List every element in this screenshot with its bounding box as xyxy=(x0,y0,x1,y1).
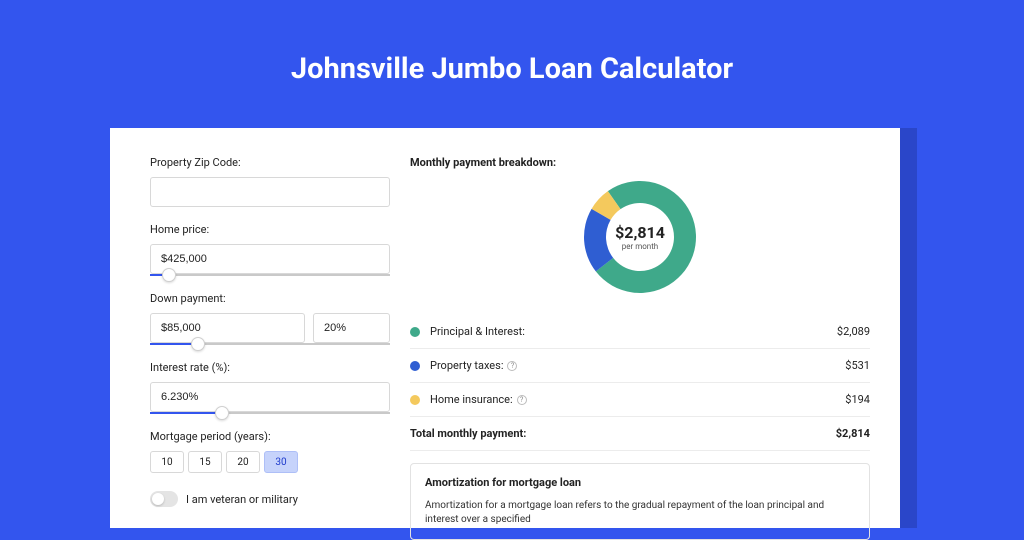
legend-label-0: Principal & Interest: xyxy=(430,325,837,338)
donut-sub: per month xyxy=(615,242,665,251)
legend-row-1: Property taxes:?$531 xyxy=(410,349,870,383)
calculator-card: Property Zip Code: Home price: Down paym… xyxy=(110,128,900,528)
down-payment-amount-input[interactable] xyxy=(150,313,305,343)
results-column: Monthly payment breakdown: $2,814 per mo… xyxy=(410,156,870,528)
total-label: Total monthly payment: xyxy=(410,427,836,440)
period-btn-30[interactable]: 30 xyxy=(264,451,298,473)
donut-amount: $2,814 xyxy=(615,223,665,242)
down-payment-pct-input[interactable] xyxy=(313,313,390,343)
info-icon[interactable]: ? xyxy=(517,395,527,405)
veteran-row: I am veteran or military xyxy=(150,491,390,507)
zip-input[interactable] xyxy=(150,177,390,207)
info-icon[interactable]: ? xyxy=(507,361,517,371)
legend-dot-1 xyxy=(410,361,420,371)
legend-dot-2 xyxy=(410,395,420,405)
zip-field: Property Zip Code: xyxy=(150,156,390,207)
total-row: Total monthly payment: $2,814 xyxy=(410,416,870,451)
period-field: Mortgage period (years): 10152030 xyxy=(150,430,390,473)
down-payment-field: Down payment: xyxy=(150,292,390,345)
home-price-field: Home price: xyxy=(150,223,390,276)
interest-label: Interest rate (%): xyxy=(150,361,390,374)
legend: Principal & Interest:$2,089Property taxe… xyxy=(410,315,870,416)
legend-row-0: Principal & Interest:$2,089 xyxy=(410,315,870,349)
period-btn-15[interactable]: 15 xyxy=(188,451,222,473)
page-title: Johnsville Jumbo Loan Calculator xyxy=(0,0,1024,86)
veteran-toggle[interactable] xyxy=(150,491,178,507)
home-price-slider-thumb[interactable] xyxy=(162,268,176,282)
legend-value-2: $194 xyxy=(845,393,870,406)
legend-row-2: Home insurance:?$194 xyxy=(410,383,870,416)
period-label: Mortgage period (years): xyxy=(150,430,390,443)
period-btn-20[interactable]: 20 xyxy=(226,451,260,473)
form-column: Property Zip Code: Home price: Down paym… xyxy=(150,156,390,528)
amortization-title: Amortization for mortgage loan xyxy=(425,476,855,489)
total-value: $2,814 xyxy=(836,427,870,440)
legend-dot-0 xyxy=(410,327,420,337)
breakdown-title: Monthly payment breakdown: xyxy=(410,156,870,169)
interest-slider-thumb[interactable] xyxy=(215,406,229,420)
down-payment-label: Down payment: xyxy=(150,292,390,305)
amortization-text: Amortization for a mortgage loan refers … xyxy=(425,499,855,527)
home-price-label: Home price: xyxy=(150,223,390,236)
interest-field: Interest rate (%): xyxy=(150,361,390,414)
interest-input[interactable] xyxy=(150,382,390,412)
veteran-toggle-knob xyxy=(152,493,164,505)
home-price-slider[interactable] xyxy=(150,274,390,276)
veteran-label: I am veteran or military xyxy=(186,493,298,506)
down-payment-slider[interactable] xyxy=(150,343,390,345)
donut-chart: $2,814 per month xyxy=(580,177,700,297)
amortization-box: Amortization for mortgage loan Amortizat… xyxy=(410,463,870,540)
legend-label-1: Property taxes:? xyxy=(430,359,845,372)
legend-value-0: $2,089 xyxy=(837,325,870,338)
period-btn-10[interactable]: 10 xyxy=(150,451,184,473)
down-payment-slider-thumb[interactable] xyxy=(191,337,205,351)
home-price-input[interactable] xyxy=(150,244,390,274)
donut-center: $2,814 per month xyxy=(615,223,665,251)
zip-label: Property Zip Code: xyxy=(150,156,390,169)
legend-value-1: $531 xyxy=(845,359,870,372)
legend-label-2: Home insurance:? xyxy=(430,393,845,406)
interest-slider[interactable] xyxy=(150,412,390,414)
